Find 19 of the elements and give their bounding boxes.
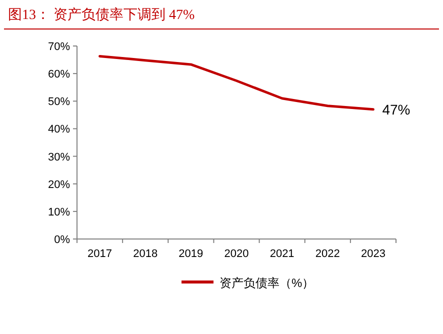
y-tick-label: 20% bbox=[48, 178, 70, 191]
y-tick-label: 60% bbox=[48, 68, 70, 81]
x-tick-label: 2018 bbox=[133, 248, 158, 260]
annotation: 47% bbox=[382, 101, 410, 118]
x-tick-label: 2021 bbox=[270, 248, 294, 260]
x-tick-label: 2023 bbox=[360, 248, 386, 260]
line-series bbox=[98, 54, 374, 111]
y-tick-label: 50% bbox=[48, 96, 70, 108]
y-tick-label: 70% bbox=[48, 41, 70, 53]
legend-label: 资产负债率（%） bbox=[220, 276, 314, 290]
x-tick-label: 2020 bbox=[224, 248, 249, 260]
y-tick-label: 10% bbox=[48, 206, 70, 218]
y-tick-label: 40% bbox=[48, 124, 70, 136]
chart-title: 图13： 资产负债率下调到 47% bbox=[8, 7, 195, 23]
x-tick-label: 2017 bbox=[88, 248, 112, 260]
x-tick-label: 2022 bbox=[315, 248, 340, 260]
y-tick-label: 30% bbox=[48, 151, 70, 164]
x-tick-label: 2019 bbox=[178, 248, 204, 260]
y-tick-label: 0% bbox=[54, 234, 70, 246]
